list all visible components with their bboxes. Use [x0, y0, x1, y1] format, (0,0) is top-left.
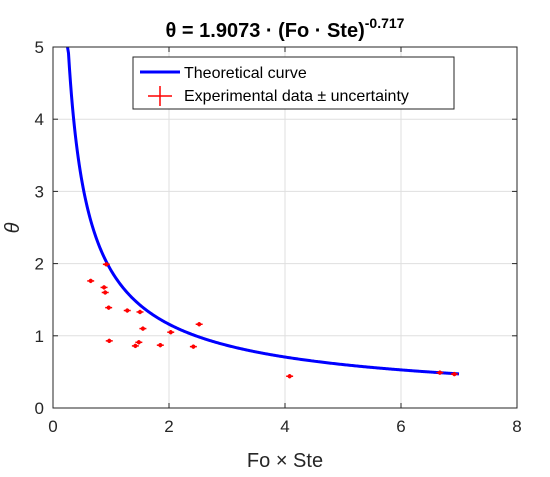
- point-marker: [104, 262, 109, 267]
- point-marker: [136, 340, 141, 345]
- chart-title-main: θ = 1.9073 · (Fo · Ste): [166, 20, 365, 42]
- data-point: [167, 330, 175, 335]
- legend-label-experimental: Experimental data ± uncertainty: [184, 88, 409, 105]
- ticks-layer: 0 2 4 6 8 0 1 2 3 4 5: [35, 38, 522, 436]
- point-marker: [133, 343, 138, 348]
- point-marker: [140, 326, 145, 331]
- data-point: [105, 338, 113, 344]
- point-marker: [103, 290, 108, 295]
- y-tick-label: 0: [35, 399, 44, 418]
- data-point: [105, 305, 113, 310]
- point-marker: [106, 305, 111, 310]
- y-tick-label: 2: [35, 255, 44, 274]
- point-marker: [437, 370, 442, 375]
- point-marker: [125, 308, 130, 313]
- x-axis-label: Fo × Ste: [247, 450, 323, 472]
- data-point: [195, 322, 203, 327]
- points-layer: [87, 262, 458, 379]
- x-tick-label: 8: [512, 417, 521, 436]
- data-point: [87, 278, 95, 284]
- point-marker: [287, 374, 292, 379]
- point-marker: [452, 372, 457, 377]
- x-tick-label: 4: [280, 417, 289, 436]
- data-point: [136, 309, 144, 315]
- point-marker: [88, 278, 93, 283]
- data-point: [102, 262, 110, 267]
- legend: Theoretical curve Experimental data ± un…: [132, 56, 455, 110]
- legend-errorbar-swatch: [148, 86, 172, 106]
- data-point: [123, 308, 131, 313]
- data-point: [100, 285, 108, 290]
- y-axis-label: θ: [2, 222, 24, 233]
- y-tick-label: 3: [35, 182, 44, 201]
- point-marker: [107, 338, 112, 343]
- point-marker: [191, 344, 196, 349]
- point-marker: [168, 330, 173, 335]
- x-tick-label: 0: [48, 417, 57, 436]
- y-tick-label: 4: [35, 110, 44, 129]
- theoretical-curve: [66, 46, 460, 376]
- data-point: [131, 343, 139, 349]
- data-point: [286, 374, 294, 379]
- data-point: [101, 290, 109, 295]
- data-point: [139, 326, 147, 331]
- chart-title: θ = 1.9073 · (Fo · Ste)-0.717: [166, 15, 405, 42]
- y-tick-label: 5: [35, 38, 44, 57]
- data-point: [135, 340, 143, 345]
- point-marker: [102, 285, 107, 290]
- point-marker: [138, 309, 142, 314]
- point-marker: [197, 322, 202, 327]
- point-marker: [158, 343, 163, 348]
- x-tick-label: 2: [164, 417, 173, 436]
- y-tick-label: 1: [35, 327, 44, 346]
- chart-title-exponent: -0.717: [365, 15, 405, 31]
- x-tick-label: 6: [396, 417, 405, 436]
- data-point: [189, 344, 197, 349]
- curve-layer: [66, 46, 460, 376]
- data-point: [436, 370, 444, 375]
- data-point: [156, 343, 164, 348]
- data-point: [450, 371, 458, 377]
- legend-label-theoretical: Theoretical curve: [184, 65, 307, 82]
- legend-box: [132, 56, 455, 110]
